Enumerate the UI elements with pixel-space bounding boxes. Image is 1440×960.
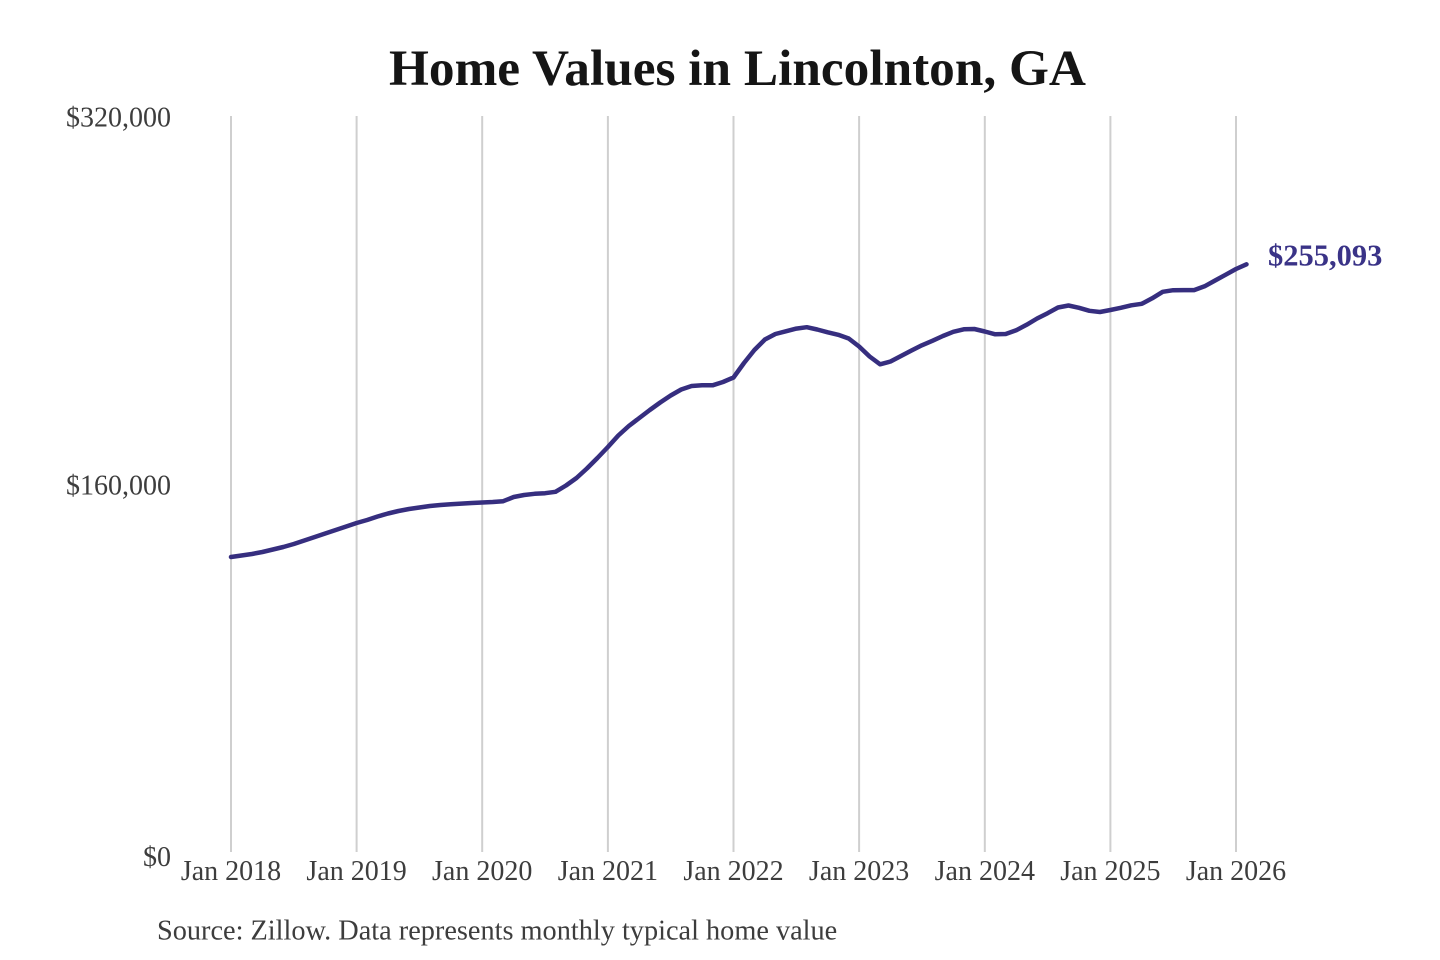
svg-text:$0: $0 [143, 842, 171, 873]
svg-text:Jan 2021: Jan 2021 [558, 856, 658, 887]
svg-text:$160,000: $160,000 [66, 471, 171, 502]
svg-text:Source: Zillow. Data represent: Source: Zillow. Data represents monthly … [157, 916, 837, 947]
svg-text:Jan 2023: Jan 2023 [809, 856, 909, 887]
svg-text:Jan 2026: Jan 2026 [1186, 856, 1286, 887]
svg-text:Home Values in Lincolnton, GA: Home Values in Lincolnton, GA [389, 40, 1086, 97]
svg-text:Jan 2024: Jan 2024 [935, 856, 1035, 887]
svg-text:Jan 2022: Jan 2022 [683, 856, 783, 887]
svg-text:Jan 2020: Jan 2020 [432, 856, 532, 887]
svg-text:Jan 2019: Jan 2019 [306, 856, 406, 887]
svg-text:Jan 2025: Jan 2025 [1060, 856, 1160, 887]
svg-text:Jan 2018: Jan 2018 [181, 856, 281, 887]
svg-text:$255,093: $255,093 [1268, 239, 1382, 273]
svg-text:$320,000: $320,000 [66, 103, 171, 134]
